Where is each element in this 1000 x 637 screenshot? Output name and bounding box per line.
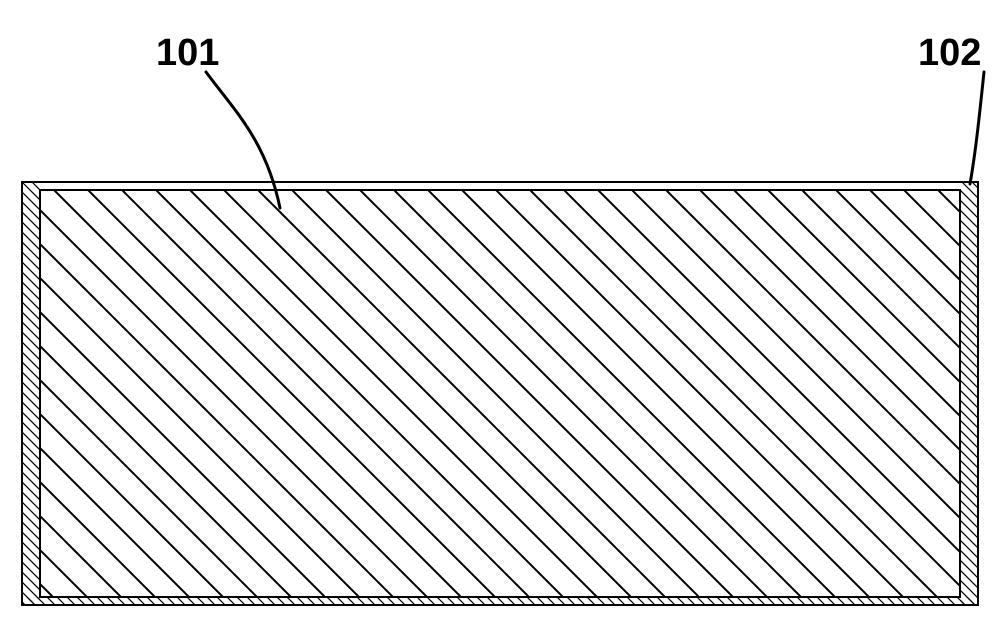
side-hatch-left xyxy=(0,122,90,637)
label-101: 101 xyxy=(156,32,219,75)
leader-line-102 xyxy=(970,72,984,184)
label-102: 102 xyxy=(918,32,981,75)
diagram-canvas: 101 102 xyxy=(0,0,1000,637)
leader-line-101 xyxy=(206,72,280,208)
diagram-svg xyxy=(0,0,1000,637)
side-hatch-bottom xyxy=(0,0,1000,637)
inner-rect xyxy=(40,190,960,597)
main-hatch xyxy=(0,0,1000,637)
